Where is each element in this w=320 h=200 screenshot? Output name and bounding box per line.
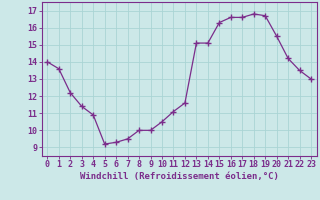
X-axis label: Windchill (Refroidissement éolien,°C): Windchill (Refroidissement éolien,°C) — [80, 172, 279, 181]
